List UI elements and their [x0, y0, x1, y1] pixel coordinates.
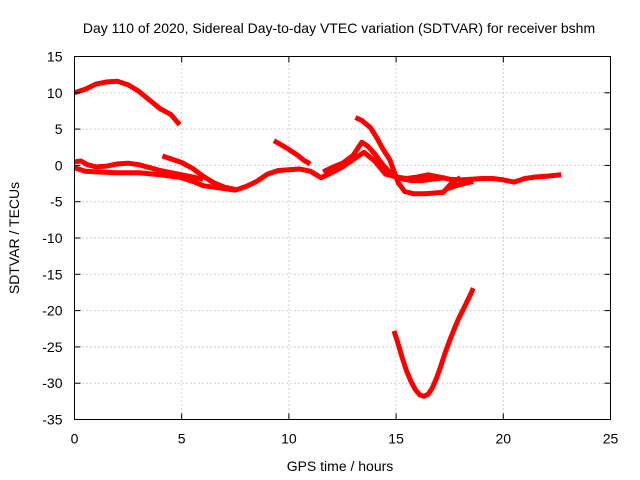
- y-tick-label: 0: [55, 157, 63, 173]
- series-arc-4: [161, 153, 236, 192]
- ticks: 0 5 10 15 20 25 15 10 5 0 -5 -10 -15 -20 -25 -30 -35: [42, 49, 618, 447]
- grid: [74, 56, 611, 420]
- y-tick-label: -25: [42, 339, 62, 355]
- series-arc-7: [354, 115, 462, 197]
- series-arc-8: [446, 178, 474, 191]
- x-axis-label: GPS time / hours: [287, 458, 394, 474]
- x-tick-label: 0: [71, 431, 79, 447]
- series-layer: [73, 78, 562, 399]
- y-axis-label: SDTVAR / TECUs: [6, 182, 22, 294]
- y-tick-label: -30: [42, 375, 62, 391]
- y-tick-label: 5: [55, 121, 63, 137]
- y-tick-label: -35: [42, 412, 62, 428]
- series-arc-2: [73, 149, 562, 193]
- series-arc-6: [322, 139, 446, 184]
- series-arc-3: [74, 158, 204, 182]
- y-tick-label: -10: [42, 230, 62, 246]
- x-tick-label: 10: [281, 431, 297, 447]
- series-arc-1: [73, 78, 182, 127]
- series-arc-9: [391, 287, 476, 399]
- x-tick-label: 15: [388, 431, 404, 447]
- y-tick-label: -20: [42, 303, 62, 319]
- y-tick-label: 15: [47, 49, 63, 65]
- y-tick-label: 10: [47, 85, 63, 101]
- series-arc-5: [272, 138, 312, 167]
- y-tick-label: -5: [50, 194, 63, 210]
- y-tick-label: -15: [42, 266, 62, 282]
- x-tick-label: 20: [496, 431, 512, 447]
- x-tick-label: 25: [603, 431, 619, 447]
- x-tick-label: 5: [178, 431, 186, 447]
- chart-title: Day 110 of 2020, Sidereal Day-to-day VTE…: [83, 20, 595, 36]
